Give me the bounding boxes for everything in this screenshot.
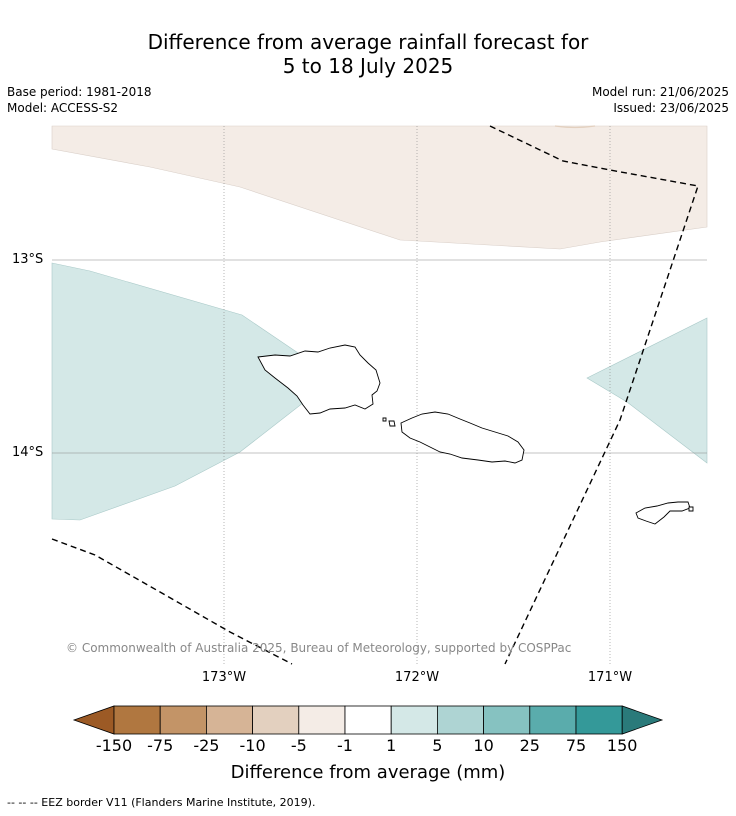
eez-border [51, 125, 699, 665]
eez-border-east [489, 125, 699, 665]
colorbar-tick-label: -25 [193, 736, 220, 755]
colorbar-extend-low [72, 705, 115, 735]
meta-left: Base period: 1981-2018 Model: ACCESS-S2 [7, 84, 152, 116]
wet-anomaly-region-east [586, 317, 708, 464]
colorbar-extend-high [621, 705, 664, 735]
title-line-1: Difference from average rainfall forecas… [147, 30, 589, 54]
colorbar-segment [298, 705, 346, 735]
savaii-island [257, 344, 381, 415]
lat-label-14s: 14°S [12, 445, 44, 460]
wet-anomaly-region-west [51, 262, 336, 521]
lon-label-171w: 171°W [587, 670, 633, 685]
graticule [52, 126, 707, 664]
colorbar-tick-label: 1 [386, 736, 397, 755]
base-period: Base period: 1981-2018 [7, 85, 152, 99]
issued-date: Issued: 23/06/2025 [613, 101, 729, 115]
meta-right: Model run: 21/06/2025 Issued: 23/06/2025 [592, 84, 729, 116]
islands [257, 344, 694, 525]
map-title: Difference from average rainfall forecas… [0, 30, 736, 78]
colorbar-tick-label: -75 [147, 736, 174, 755]
colorbar-tick-label: -150 [95, 736, 133, 755]
eez-footnote: -- -- -- EEZ border V11 (Flanders Marine… [7, 796, 316, 809]
lon-label-172w: 172°W [394, 670, 440, 685]
lat-label-13s: 13°S [12, 252, 44, 267]
colorbar-segment [205, 705, 253, 735]
eez-border-west [51, 538, 293, 665]
copyright-notice: © Commonwealth of Australia 2025, Bureau… [66, 641, 572, 655]
colorbar-segment [436, 705, 484, 735]
colorbar-segment [529, 705, 577, 735]
model-run: Model run: 21/06/2025 [591, 85, 729, 99]
colorbar-segment [159, 705, 207, 735]
colorbar-segment [344, 705, 392, 735]
tutuila-island [635, 501, 691, 525]
upolu-island [400, 411, 525, 464]
colorbar-tick-label: 10 [473, 736, 494, 755]
title-line-2: 5 to 18 July 2025 [282, 54, 454, 78]
colorbar-tick-label: -10 [239, 736, 266, 755]
colorbar-tick-label: 5 [432, 736, 443, 755]
model-name: Model: ACCESS-S2 [7, 101, 119, 115]
colorbar-tick-label: -1 [337, 736, 353, 755]
aunuu-island [688, 506, 694, 512]
colorbar-segment [483, 705, 531, 735]
colorbar-segment [252, 705, 300, 735]
colorbar-segment [390, 705, 438, 735]
lon-label-173w: 173°W [201, 670, 247, 685]
legend-title: Difference from average (mm) [230, 762, 506, 783]
dry-anomaly-region [51, 125, 708, 250]
manono-island [388, 420, 396, 427]
colorbar-tick-label: 150 [606, 736, 638, 755]
colorbar-segment [113, 705, 161, 735]
colorbar-tick-label: 25 [519, 736, 540, 755]
apolima-island [382, 417, 387, 422]
colorbar-tick-label: -5 [290, 736, 307, 755]
colorbar-tick-label: 75 [565, 736, 587, 755]
colorbar-segment [575, 705, 623, 735]
dry-anomaly-edge [554, 125, 596, 129]
